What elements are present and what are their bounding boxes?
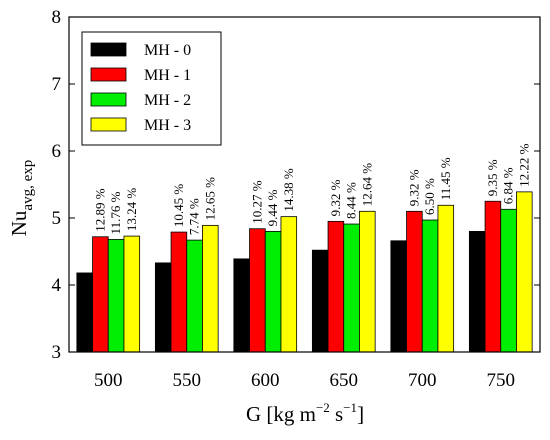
x-tick-label: 750 bbox=[487, 370, 516, 391]
bar bbox=[170, 231, 188, 353]
bar bbox=[421, 219, 439, 353]
y-tick-label: 4 bbox=[52, 275, 62, 296]
bar bbox=[107, 239, 125, 353]
bar bbox=[264, 230, 282, 353]
x-tick-label: 600 bbox=[251, 370, 280, 391]
y-tick-label: 3 bbox=[52, 342, 62, 363]
x-axis-title: G [kg m−2 s−1] bbox=[246, 400, 364, 426]
legend-label: MH - 0 bbox=[144, 42, 191, 59]
bar bbox=[516, 191, 533, 353]
bar bbox=[154, 262, 172, 353]
bar bbox=[343, 223, 360, 353]
y-tick-label: 7 bbox=[52, 74, 62, 95]
plot-frame bbox=[68, 16, 541, 353]
y-tick-label: 5 bbox=[52, 208, 62, 229]
data-label: 7.74 % bbox=[187, 198, 202, 235]
legend-label: MH - 1 bbox=[144, 67, 191, 84]
x-tick-label: 500 bbox=[94, 370, 123, 391]
bar bbox=[390, 240, 407, 353]
bar bbox=[437, 204, 455, 353]
bar bbox=[123, 235, 141, 353]
data-label: 9.32 % bbox=[406, 169, 421, 206]
data-label: 11.45 % bbox=[438, 157, 453, 200]
bar bbox=[92, 236, 109, 353]
data-label: 10.45 % bbox=[171, 184, 186, 228]
legend: MH - 0 MH - 1 MH - 2 MH - 3 bbox=[81, 31, 222, 146]
data-label: 12.65 % bbox=[202, 177, 217, 221]
bar bbox=[500, 208, 517, 353]
x-tick-label: 650 bbox=[330, 370, 359, 391]
axes-group: 3 4 5 6 7 8 500 550 600 650 700 750 bbox=[52, 7, 541, 391]
bar bbox=[202, 224, 219, 353]
bar bbox=[359, 210, 376, 353]
data-label: 6.50 % bbox=[422, 178, 437, 215]
x-tick-label: 550 bbox=[173, 370, 202, 391]
bar bbox=[186, 239, 203, 353]
bars-group bbox=[76, 191, 533, 353]
bar bbox=[76, 272, 93, 353]
bar bbox=[233, 258, 250, 353]
legend-swatch bbox=[90, 67, 127, 82]
bar bbox=[280, 216, 298, 353]
data-label: 11.76 % bbox=[108, 191, 123, 234]
data-label: 9.44 % bbox=[265, 189, 280, 226]
data-label: 9.32 % bbox=[328, 179, 343, 216]
legend-label: MH - 3 bbox=[144, 117, 191, 134]
legend-swatch bbox=[90, 92, 127, 107]
data-label: 14.38 % bbox=[281, 168, 296, 212]
bar bbox=[468, 230, 486, 353]
data-label: 10.27 % bbox=[249, 180, 264, 224]
legend-swatch bbox=[90, 117, 127, 132]
data-label: 12.89 % bbox=[92, 188, 107, 232]
legend-label: MH - 2 bbox=[144, 92, 191, 109]
y-axis-title: Nuavg, exp bbox=[7, 160, 36, 237]
data-label: 12.64 % bbox=[359, 163, 374, 207]
data-label: 8.44 % bbox=[344, 182, 359, 219]
bar bbox=[406, 210, 423, 353]
legend-swatch bbox=[90, 42, 127, 57]
y-tick-label: 6 bbox=[52, 141, 62, 162]
x-tick-label: 700 bbox=[408, 370, 437, 391]
data-label: 6.84 % bbox=[501, 167, 516, 204]
bar bbox=[327, 220, 345, 353]
y-axis-title-subscript: avg, exp bbox=[20, 160, 36, 211]
data-labels-group: 12.89 % 11.76 % 13.24 % 10.45 % 7.74 % 12.65 … bbox=[92, 143, 531, 235]
bar bbox=[249, 228, 266, 353]
bar bbox=[311, 249, 329, 353]
data-label: 13.24 % bbox=[124, 188, 139, 232]
bar bbox=[484, 200, 502, 353]
data-label: 12.22 % bbox=[516, 143, 531, 187]
data-label: 9.35 % bbox=[485, 159, 500, 196]
y-tick-label: 8 bbox=[52, 7, 62, 28]
